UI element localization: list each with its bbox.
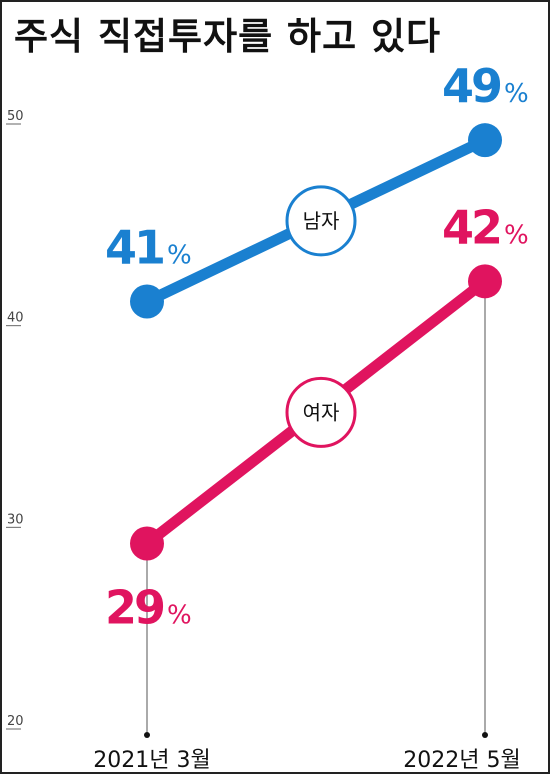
value-label: 41% xyxy=(105,221,192,275)
y-tick-label: 30 xyxy=(7,512,24,527)
value-label: 49% xyxy=(442,59,529,113)
x-axis-dot xyxy=(482,732,488,738)
series-label: 여자 xyxy=(303,400,340,424)
data-point xyxy=(468,264,502,299)
x-axis-dot xyxy=(144,732,150,738)
series-label-badge xyxy=(285,185,357,257)
y-tick-label: 40 xyxy=(7,311,24,326)
series-label: 남자 xyxy=(303,209,340,233)
data-point xyxy=(130,526,164,561)
data-point xyxy=(130,284,164,319)
x-tick-label: 2021년 3월 xyxy=(93,748,210,772)
x-tick-label: 2022년 5월 xyxy=(403,748,520,772)
chart-title: 주식 직접투자를 하고 있다 xyxy=(14,15,442,58)
data-point xyxy=(468,123,502,158)
series-label-badge xyxy=(285,376,357,448)
value-label: 29% xyxy=(105,581,192,635)
y-tick-label: 20 xyxy=(7,714,24,729)
value-label: 42% xyxy=(442,200,529,254)
y-tick-label: 50 xyxy=(7,109,24,124)
